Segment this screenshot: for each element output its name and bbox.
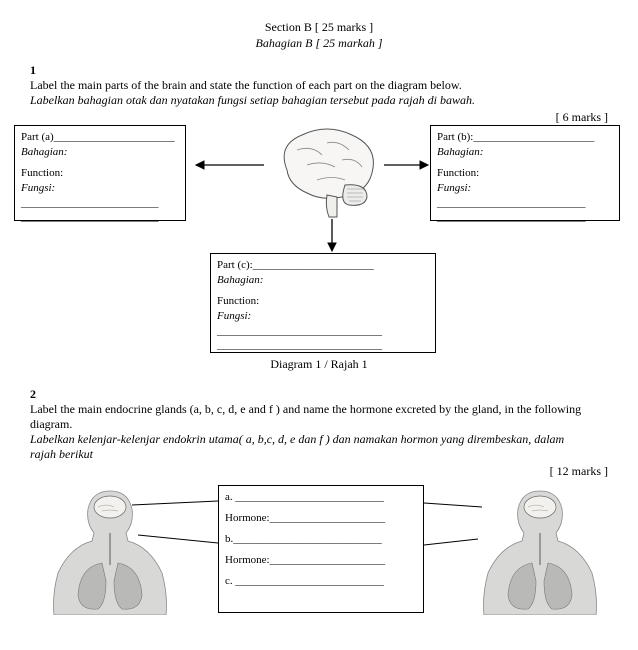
box-a-line1: _________________________ xyxy=(21,196,179,211)
q2-hormone-b: Hormone:_____________________ xyxy=(225,553,417,568)
box-c-bahagian: Bahagian: xyxy=(217,273,429,288)
q1-marks: [ 6 marks ] xyxy=(0,110,608,125)
q2-box: a. ___________________________ Hormone:_… xyxy=(218,485,424,613)
arrow-down xyxy=(322,217,342,253)
box-a-part: Part (a)______________________ xyxy=(21,130,179,145)
section-title-en: Section B [ 25 marks ] xyxy=(0,20,638,36)
arrow-right xyxy=(382,155,430,175)
box-a-line2: _________________________ xyxy=(21,210,179,225)
q2-text-en: Label the main endocrine glands (a, b, c… xyxy=(30,402,581,431)
box-b-line1: ___________________________ xyxy=(437,196,613,211)
box-c-part: Part (c):______________________ xyxy=(217,258,429,273)
q1-box-a: Part (a)______________________ Bahagian:… xyxy=(14,125,186,221)
box-c-line1: ______________________________ xyxy=(217,324,429,339)
section-title-ms: Bahagian B [ 25 markah ] xyxy=(0,36,638,52)
q1-text-ms: Labelkan bahagian otak dan nyatakan fung… xyxy=(30,93,475,107)
box-c-function: Function: xyxy=(217,294,429,309)
box-c-fungsi: Fungsi: xyxy=(217,309,429,324)
box-a-bahagian: Bahagian: xyxy=(21,145,179,160)
q1-caption: Diagram 1 / Rajah 1 xyxy=(12,357,626,372)
q1-text-en: Label the main parts of the brain and st… xyxy=(30,78,462,92)
brain-illustration xyxy=(267,125,387,220)
box-b-part: Part (b):______________________ xyxy=(437,130,613,145)
box-b-line2: ___________________________ xyxy=(437,210,613,225)
box-b-function: Function: xyxy=(437,166,613,181)
q1-box-b: Part (b):______________________ Bahagian… xyxy=(430,125,620,221)
q2-number: 2 xyxy=(30,387,48,402)
question-2: 2 Label the main endocrine glands (a, b,… xyxy=(30,387,608,462)
q2-a: a. ___________________________ xyxy=(225,490,417,505)
q2-marks: [ 12 marks ] xyxy=(0,464,608,479)
q2-hormone-a: Hormone:_____________________ xyxy=(225,511,417,526)
box-b-bahagian: Bahagian: xyxy=(437,145,613,160)
q2-diagram: a. ___________________________ Hormone:_… xyxy=(12,485,626,615)
arrow-left xyxy=(186,155,266,175)
q1-box-c: Part (c):______________________ Bahagian… xyxy=(210,253,436,353)
q1-caption-text: Diagram 1 / Rajah 1 xyxy=(270,357,367,371)
box-a-fungsi: Fungsi: xyxy=(21,181,179,196)
q1-diagram: Part (a)______________________ Bahagian:… xyxy=(12,125,626,375)
question-1: 1 Label the main parts of the brain and … xyxy=(30,63,608,108)
q2-text: Label the main endocrine glands (a, b, c… xyxy=(30,402,590,462)
q2-c: c. ___________________________ xyxy=(225,574,417,589)
q2-text-ms: Labelkan kelenjar-kelenjar endokrin utam… xyxy=(30,432,564,461)
box-b-fungsi: Fungsi: xyxy=(437,181,613,196)
q1-number: 1 xyxy=(30,63,48,78)
section-header: Section B [ 25 marks ] Bahagian B [ 25 m… xyxy=(0,20,638,51)
connector-left xyxy=(132,495,220,595)
silhouette-right xyxy=(460,485,620,615)
box-c-line2: ______________________________ xyxy=(217,338,429,353)
q2-b: b.___________________________ xyxy=(225,532,417,547)
box-a-function: Function: xyxy=(21,166,179,181)
q1-text: Label the main parts of the brain and st… xyxy=(30,78,590,108)
